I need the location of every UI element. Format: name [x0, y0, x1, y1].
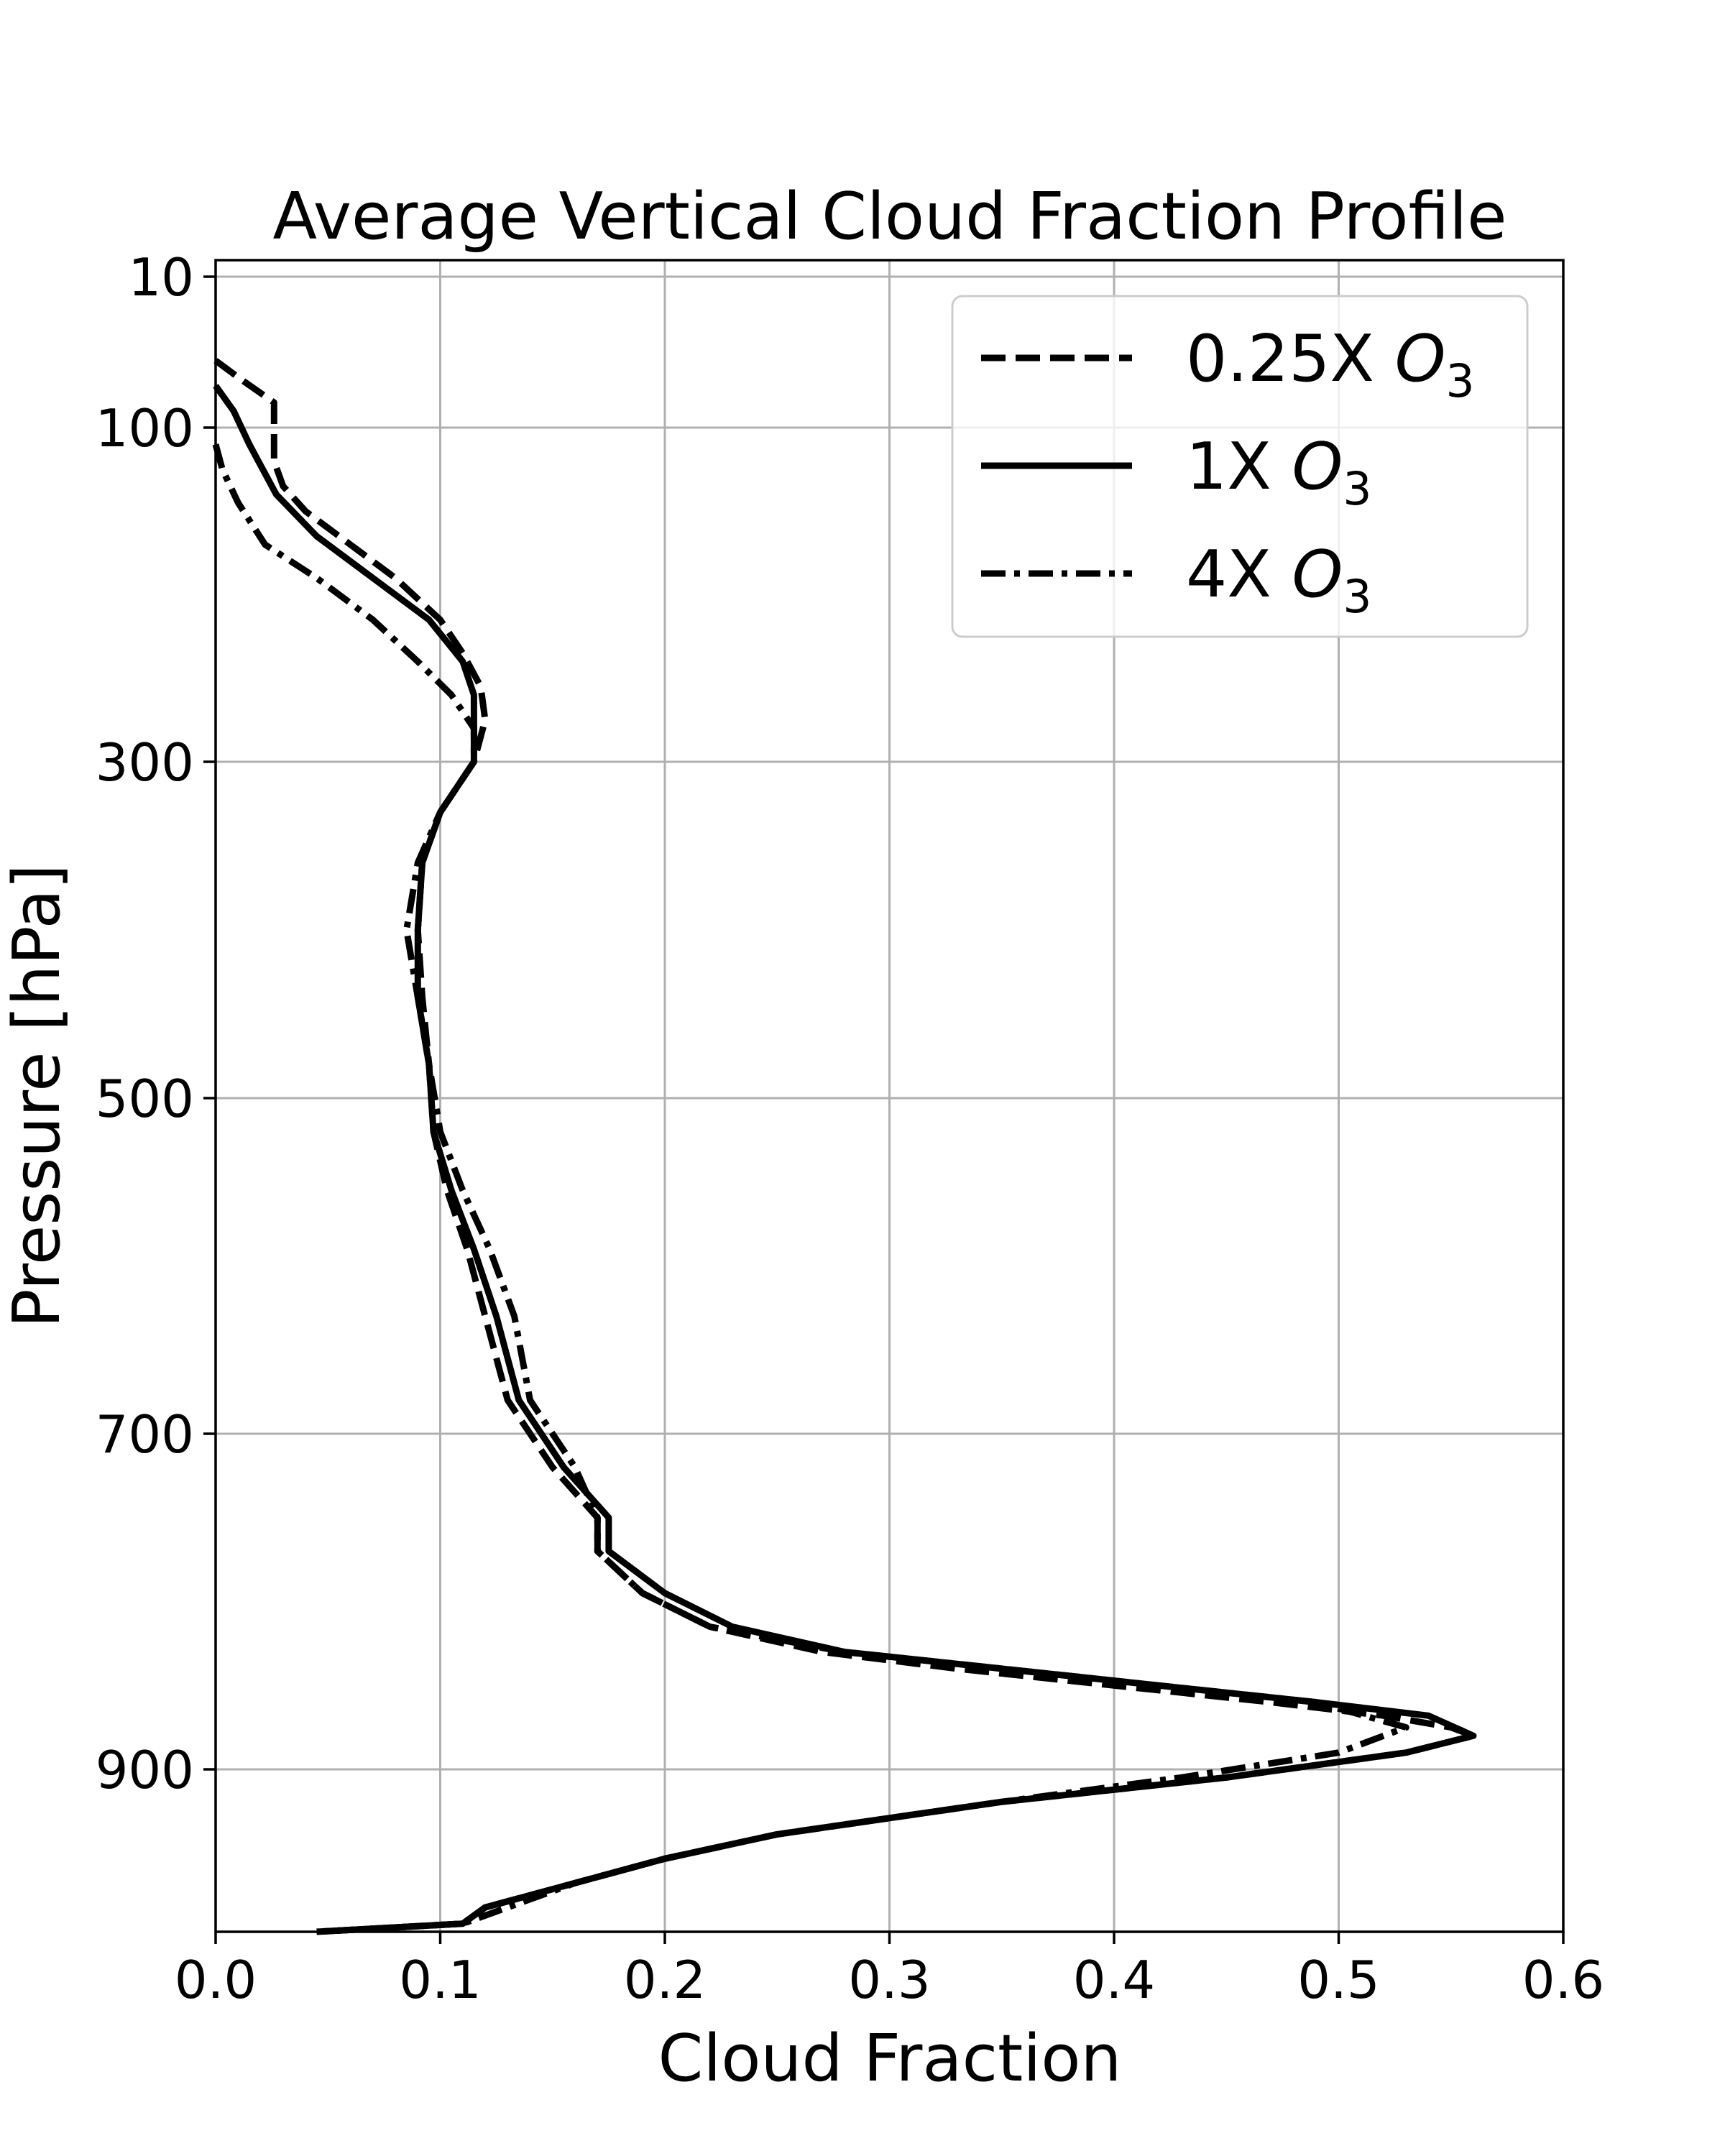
legend-species: O [1395, 321, 1446, 397]
legend-species: O [1292, 429, 1343, 505]
legend-box [951, 295, 1529, 638]
chart-title: Average Vertical Cloud Fraction Profile [272, 179, 1506, 254]
legend-label-1: 1X O3 [1186, 429, 1371, 515]
legend-subscript: 3 [1343, 571, 1371, 623]
series-line-2 [212, 443, 1409, 1935]
legend-subscript: 3 [1446, 355, 1475, 407]
legend-label-0: 0.25X O3 [1186, 321, 1475, 407]
y-tick-label: 10 [128, 247, 194, 308]
legend-species: O [1292, 537, 1343, 612]
x-tick-label: 0.3 [848, 1950, 931, 2010]
y-tick-label: 300 [96, 732, 194, 793]
x-tick-label: 0.2 [624, 1950, 707, 2010]
legend-label-2: 4X O3 [1186, 537, 1371, 623]
x-tick-label: 0.6 [1522, 1950, 1605, 2010]
series-line-1 [213, 384, 1477, 1935]
legend-series-name: 1X [1186, 429, 1292, 505]
x-tick-label: 0.1 [399, 1950, 482, 2010]
legend-subscript: 3 [1343, 463, 1371, 515]
y-tick-label: 500 [96, 1069, 194, 1129]
x-tick-label: 0.5 [1297, 1950, 1380, 2010]
ticks: 0.0 0.1 0.2 0.3 0.4 0.5 0.6 10 100 300 500 700 900 [96, 247, 1605, 2010]
series-layer [212, 358, 1477, 1935]
y-tick-label: 900 [96, 1740, 194, 1800]
y-tick-label: 100 [96, 398, 194, 459]
x-tick-label: 0.4 [1073, 1950, 1156, 2010]
x-tick-label: 0.0 [175, 1950, 257, 2010]
y-tick-label: 700 [96, 1404, 194, 1465]
x-axis-label: Cloud Fraction [658, 2021, 1122, 2096]
legend-series-name: 4X [1186, 537, 1292, 612]
y-axis-label: Pressure [hPa] [0, 864, 75, 1328]
legend-series-name: 0.25X [1186, 321, 1395, 397]
